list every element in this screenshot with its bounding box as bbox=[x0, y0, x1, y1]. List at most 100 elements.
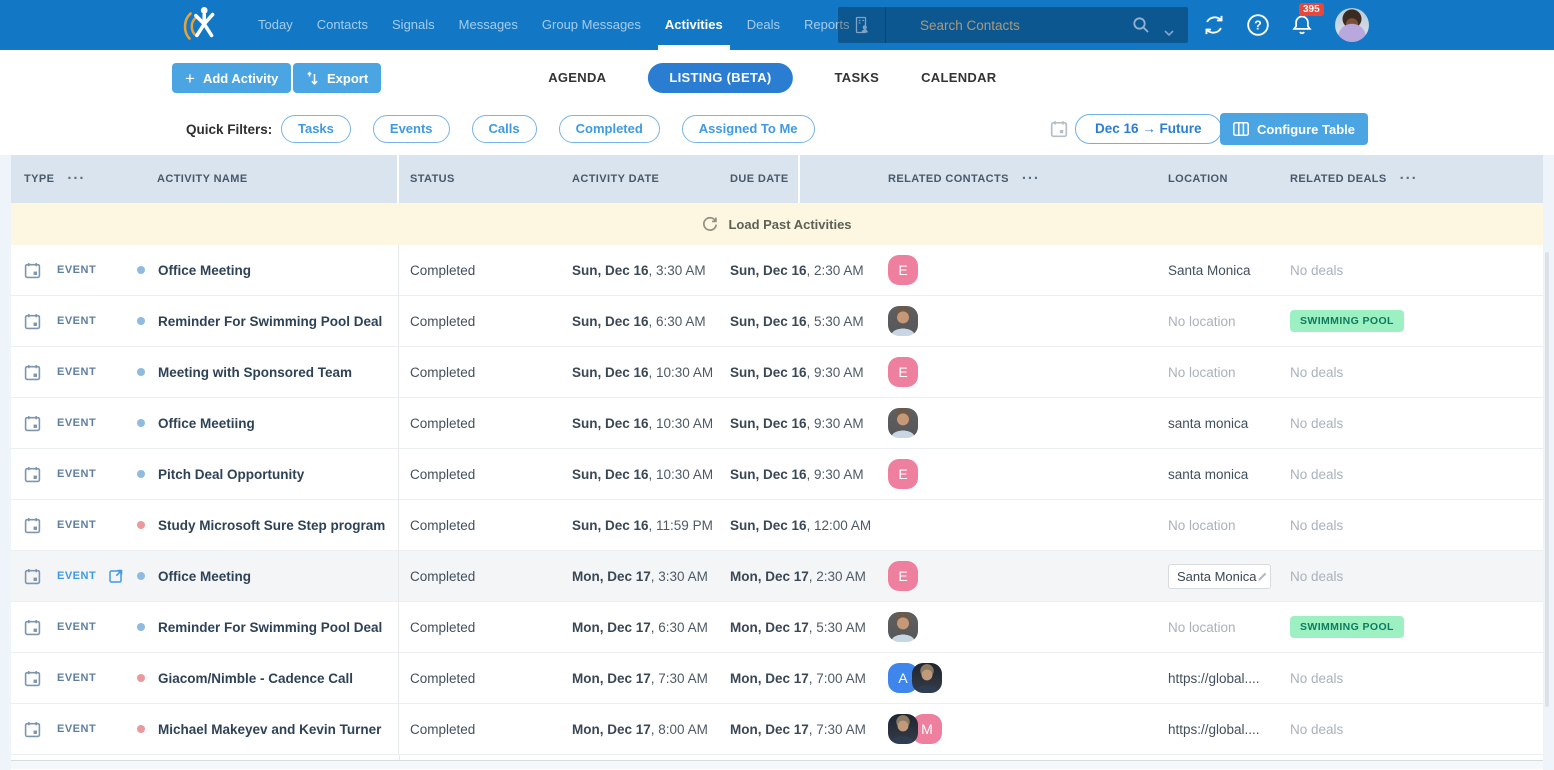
related-deals-cell[interactable]: No deals bbox=[1278, 347, 1543, 397]
activity-name[interactable]: Pitch Deal Opportunity bbox=[158, 467, 304, 482]
activity-date-cell[interactable]: Sun, Dec 16, 3:30 AM bbox=[560, 245, 720, 295]
column-header-related-deals[interactable]: RELATED DEALS bbox=[1290, 173, 1387, 185]
status-cell[interactable]: Completed bbox=[399, 449, 560, 499]
location-value[interactable]: No location bbox=[1168, 620, 1236, 635]
sync-icon[interactable] bbox=[1202, 13, 1226, 37]
column-menu-icon[interactable]: ··· bbox=[1022, 174, 1040, 184]
column-menu-icon[interactable]: ··· bbox=[67, 174, 85, 184]
filter-events[interactable]: Events bbox=[373, 115, 450, 143]
open-activity-icon[interactable] bbox=[108, 568, 124, 584]
activity-date-cell[interactable]: Sun, Dec 16, 10:30 AM bbox=[560, 398, 720, 448]
related-deals-cell[interactable]: No deals bbox=[1278, 398, 1543, 448]
related-contacts-cell[interactable] bbox=[878, 500, 1157, 550]
tab-agenda[interactable]: AGENDA bbox=[548, 63, 606, 93]
related-deals-cell[interactable]: No deals bbox=[1278, 653, 1543, 703]
table-row[interactable]: EVENTStudy Microsoft Sure Step programCo… bbox=[11, 500, 1543, 551]
contact-photo-avatar[interactable] bbox=[912, 663, 942, 693]
calendar-icon[interactable] bbox=[1050, 120, 1068, 143]
chevron-down-icon[interactable] bbox=[1164, 23, 1174, 41]
related-contacts-cell[interactable]: M bbox=[878, 704, 1157, 754]
location-cell[interactable]: No location bbox=[1157, 347, 1278, 397]
nav-item-contacts[interactable]: Contacts bbox=[310, 0, 375, 50]
location-value[interactable]: https://global.... bbox=[1168, 671, 1260, 686]
contact-photo-avatar[interactable] bbox=[888, 612, 918, 642]
location-cell[interactable]: https://global.... bbox=[1157, 653, 1278, 703]
contact-search-box[interactable] bbox=[838, 7, 1188, 43]
activity-name[interactable]: Office Meeting bbox=[158, 263, 251, 278]
activity-name[interactable]: Study Microsoft Sure Step program bbox=[158, 518, 385, 533]
tab-listing-beta[interactable]: LISTING (BETA) bbox=[648, 63, 792, 93]
related-contacts-cell[interactable]: A bbox=[878, 653, 1157, 703]
table-row[interactable]: EVENTReminder For Swimming Pool DealComp… bbox=[11, 296, 1543, 347]
table-row[interactable]: EVENTOffice MeetiingCompletedSun, Dec 16… bbox=[11, 398, 1543, 449]
filter-calls[interactable]: Calls bbox=[472, 115, 537, 143]
contact-photo-avatar[interactable] bbox=[888, 408, 918, 438]
location-value[interactable]: https://global.... bbox=[1168, 722, 1260, 737]
related-contacts-cell[interactable]: E bbox=[878, 449, 1157, 499]
due-date-cell[interactable]: Mon, Dec 17, 5:30 AM bbox=[720, 602, 878, 652]
filter-assigned-to-me[interactable]: Assigned To Me bbox=[682, 115, 815, 143]
status-cell[interactable]: Completed bbox=[399, 704, 560, 754]
status-cell[interactable]: Completed bbox=[399, 245, 560, 295]
activity-date-cell[interactable]: Sun, Dec 16, 6:30 AM bbox=[560, 296, 720, 346]
deal-badge[interactable]: SWIMMING POOL bbox=[1290, 310, 1404, 332]
related-deals-cell[interactable]: No deals bbox=[1278, 500, 1543, 550]
column-header-activity-name[interactable]: ACTIVITY NAME bbox=[157, 173, 248, 185]
activity-name[interactable]: Reminder For Swimming Pool Deal bbox=[158, 314, 382, 329]
nav-item-group-messages[interactable]: Group Messages bbox=[535, 0, 648, 50]
related-contacts-cell[interactable]: E bbox=[878, 245, 1157, 295]
location-cell[interactable]: santa monica bbox=[1157, 398, 1278, 448]
no-deals-label[interactable]: No deals bbox=[1290, 569, 1343, 584]
add-activity-button[interactable]: + Add Activity bbox=[172, 63, 291, 93]
location-value[interactable]: No location bbox=[1168, 518, 1236, 533]
no-deals-label[interactable]: No deals bbox=[1290, 365, 1343, 380]
table-row[interactable]: EVENTOffice MeetingCompletedSun, Dec 16,… bbox=[11, 245, 1543, 296]
activity-name[interactable]: Michael Makeyev and Kevin Turner bbox=[158, 722, 381, 737]
activity-date-cell[interactable]: Mon, Dec 17, 6:30 AM bbox=[560, 602, 720, 652]
nav-item-deals[interactable]: Deals bbox=[740, 0, 787, 50]
nav-item-signals[interactable]: Signals bbox=[385, 0, 442, 50]
location-cell[interactable]: santa monica bbox=[1157, 449, 1278, 499]
due-date-cell[interactable]: Sun, Dec 16, 9:30 AM bbox=[720, 398, 878, 448]
location-value[interactable]: Santa Monica bbox=[1168, 263, 1251, 278]
column-header-location[interactable]: LOCATION bbox=[1168, 173, 1228, 185]
contact-initial-avatar[interactable]: E bbox=[888, 459, 918, 489]
due-date-cell[interactable]: Mon, Dec 17, 7:30 AM bbox=[720, 704, 878, 754]
filter-tasks[interactable]: Tasks bbox=[281, 115, 351, 143]
column-header-related-contacts[interactable]: RELATED CONTACTS bbox=[888, 173, 1009, 185]
due-date-cell[interactable]: Sun, Dec 16, 12:00 AM bbox=[720, 500, 878, 550]
search-icon[interactable] bbox=[1132, 16, 1150, 39]
tab-calendar[interactable]: CALENDAR bbox=[921, 63, 996, 93]
user-avatar[interactable] bbox=[1335, 8, 1369, 42]
notifications-bell-icon[interactable]: 395 bbox=[1290, 13, 1314, 37]
status-cell[interactable]: Completed bbox=[399, 296, 560, 346]
contact-card-icon[interactable] bbox=[838, 7, 886, 43]
due-date-cell[interactable]: Sun, Dec 16, 2:30 AM bbox=[720, 245, 878, 295]
table-row[interactable]: EVENTPitch Deal OpportunityCompletedSun,… bbox=[11, 449, 1543, 500]
date-range-pill[interactable]: Dec 16 → Future bbox=[1075, 114, 1222, 144]
activity-date-cell[interactable]: Sun, Dec 16, 10:30 AM bbox=[560, 449, 720, 499]
column-header-activity-date[interactable]: ACTIVITY DATE bbox=[572, 173, 659, 185]
activity-date-cell[interactable]: Sun, Dec 16, 11:59 PM bbox=[560, 500, 720, 550]
contact-photo-avatar[interactable] bbox=[888, 306, 918, 336]
no-deals-label[interactable]: No deals bbox=[1290, 263, 1343, 278]
location-cell[interactable]: Santa Monica bbox=[1157, 551, 1278, 601]
due-date-cell[interactable]: Sun, Dec 16, 5:30 AM bbox=[720, 296, 878, 346]
due-date-cell[interactable]: Mon, Dec 17, 7:00 AM bbox=[720, 653, 878, 703]
location-cell[interactable]: No location bbox=[1157, 602, 1278, 652]
related-deals-cell[interactable]: No deals bbox=[1278, 704, 1543, 754]
location-edit-box[interactable]: Santa Monica bbox=[1168, 564, 1271, 589]
location-value[interactable]: No location bbox=[1168, 314, 1236, 329]
related-contacts-cell[interactable] bbox=[878, 398, 1157, 448]
configure-table-button[interactable]: Configure Table bbox=[1220, 113, 1368, 145]
related-contacts-cell[interactable]: E bbox=[878, 347, 1157, 397]
activity-name[interactable]: Office Meetiing bbox=[158, 416, 255, 431]
nav-item-activities[interactable]: Activities bbox=[658, 0, 730, 50]
export-button[interactable]: Export bbox=[293, 63, 381, 93]
table-row[interactable]: EVENTGiacom/Nimble - Cadence CallComplet… bbox=[11, 653, 1543, 704]
location-value[interactable]: santa monica bbox=[1168, 416, 1248, 431]
contact-initial-avatar[interactable]: E bbox=[888, 561, 918, 591]
status-cell[interactable]: Completed bbox=[399, 653, 560, 703]
column-menu-icon[interactable]: ··· bbox=[1400, 174, 1418, 184]
table-row[interactable]: EVENTMeeting with Sponsored TeamComplete… bbox=[11, 347, 1543, 398]
